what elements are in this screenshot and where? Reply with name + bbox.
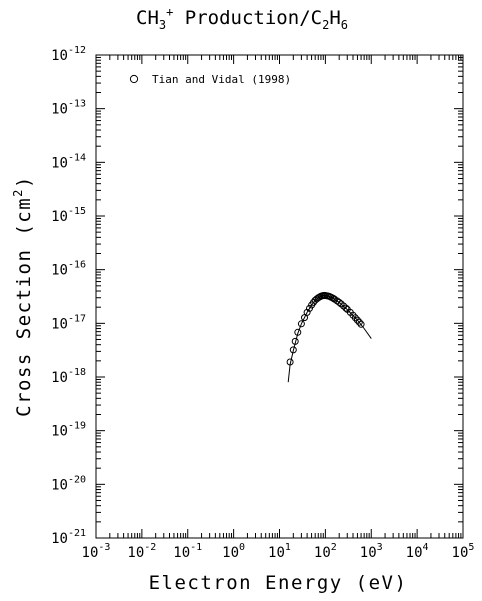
axis-ticks bbox=[96, 55, 463, 538]
chart-title-text: CH3+ Production/C2H6 bbox=[136, 5, 348, 32]
data-point bbox=[357, 320, 365, 328]
x-tick-label: 104 bbox=[406, 542, 429, 561]
x-axis-label: Electron Energy (eV) bbox=[149, 572, 408, 594]
data-point bbox=[330, 295, 337, 302]
y-tick-label: 10-18 bbox=[51, 367, 86, 386]
chart-title: CH3+ Production/C2H6 bbox=[136, 5, 348, 32]
data-points bbox=[286, 292, 365, 366]
data-point bbox=[335, 298, 343, 306]
y-tick-label: 10-17 bbox=[51, 313, 86, 332]
data-point bbox=[289, 346, 297, 354]
y-tick-label: 10-19 bbox=[51, 421, 86, 440]
series-fit-line bbox=[287, 295, 372, 383]
y-tick-label: 10-12 bbox=[51, 45, 86, 64]
data-point bbox=[351, 314, 359, 322]
data-point bbox=[297, 320, 305, 328]
data-point bbox=[306, 304, 313, 312]
legend-label: Tian and Vidal (1998) bbox=[152, 73, 291, 86]
x-tick-label: 10-1 bbox=[173, 542, 202, 561]
legend-marker-circle bbox=[129, 74, 139, 84]
data-point bbox=[353, 316, 361, 324]
data-point bbox=[355, 318, 363, 326]
x-tick-labels: 10-3 10-2 10-1 100 101 102 103 104 105 bbox=[82, 542, 475, 561]
x-tick-label: 100 bbox=[222, 542, 245, 561]
x-tick-label: 101 bbox=[268, 542, 291, 561]
x-tick-label: 10-2 bbox=[127, 542, 156, 561]
data-point bbox=[286, 358, 294, 366]
y-tick-label: 10-13 bbox=[51, 99, 86, 118]
plot-frame bbox=[95, 54, 464, 539]
y-axis-label: Cross Section (cm2) bbox=[11, 175, 35, 417]
data-point bbox=[291, 337, 299, 345]
y-tick-labels: 10-21 10-20 10-19 10-18 10-17 10-16 10-15 10-14… bbox=[51, 45, 86, 547]
x-tick-label: 105 bbox=[452, 542, 475, 561]
x-tick-label: 103 bbox=[360, 542, 383, 561]
y-tick-label: 10-15 bbox=[51, 206, 86, 225]
x-tick-label: 102 bbox=[314, 542, 337, 561]
legend: Tian and Vidal (1998) bbox=[129, 73, 291, 86]
data-point bbox=[342, 304, 350, 312]
y-tick-label: 10-20 bbox=[51, 474, 86, 493]
y-tick-label: 10-21 bbox=[51, 528, 86, 547]
x-tick-label: 10-3 bbox=[82, 542, 111, 561]
data-point bbox=[294, 328, 302, 336]
y-tick-label: 10-16 bbox=[51, 260, 86, 279]
y-tick-label: 10-14 bbox=[51, 152, 86, 171]
